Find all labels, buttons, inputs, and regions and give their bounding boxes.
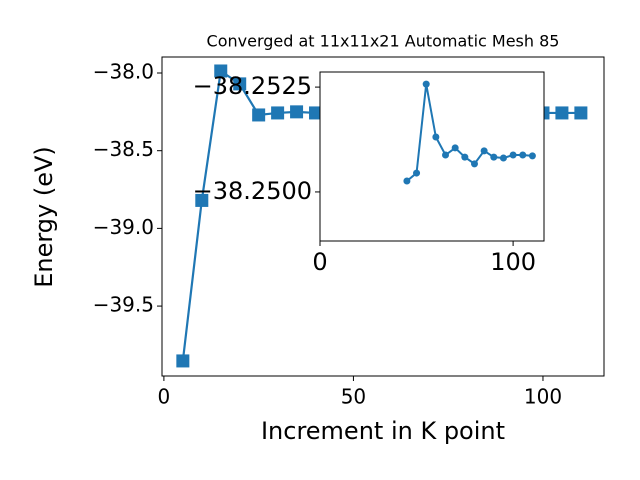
x-tick-label: 100 [524,385,562,409]
point [451,144,459,152]
point [176,354,190,368]
point [528,152,536,160]
point [555,106,569,120]
y-tick-label: −38.5 [93,137,154,161]
point [519,151,527,159]
x-tick-label: 100 [490,248,536,276]
point [432,133,440,141]
x-axis-label: Increment in K point [261,417,505,445]
point [233,77,247,91]
point [403,177,411,185]
point [252,108,266,122]
x-tick-label: 0 [312,248,327,276]
axes-frame [319,71,545,242]
y-tick-label: −39.5 [93,293,154,317]
point [290,105,304,119]
series-group [403,80,536,185]
y-tick-label: −38.2525 [193,72,312,100]
point [470,160,478,168]
point [413,169,421,177]
y-tick-label: −39.0 [93,215,154,239]
y-tick-label: −38.2500 [193,177,312,205]
point [442,151,450,159]
point [271,106,285,120]
point [422,80,430,88]
point [499,154,507,162]
point [214,64,228,78]
y-axis-label: Energy (eV) [30,146,58,288]
point [509,151,517,159]
axes-frame [161,56,605,377]
chart-title: Converged at 11x11x21 Automatic Mesh 85 [207,32,560,51]
point [480,147,488,155]
point [574,106,588,120]
y-tick-label: −38.0 [93,60,154,84]
x-tick-label: 0 [158,385,171,409]
point [490,153,498,161]
point [309,106,323,120]
point [195,193,209,207]
x-tick-label: 50 [341,385,366,409]
point [461,153,469,161]
